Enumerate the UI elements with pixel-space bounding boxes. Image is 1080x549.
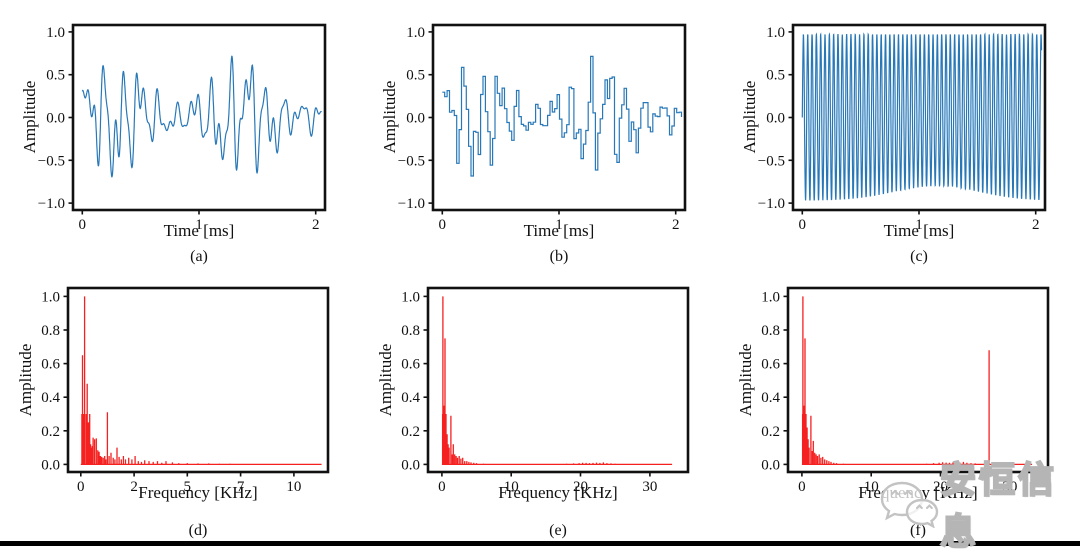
y-axis-label: Amplitude bbox=[736, 343, 755, 417]
x-tick-label: 0 bbox=[79, 217, 87, 233]
x-tick-label: 10 bbox=[504, 479, 519, 495]
x-axis-label: Frequency [KHz] bbox=[498, 483, 618, 502]
axes-frame bbox=[66, 286, 330, 474]
y-tick-label: 0.5 bbox=[406, 68, 425, 84]
x-tick-label: 0 bbox=[77, 479, 85, 495]
y-tick-label: −0.5 bbox=[758, 153, 785, 169]
y-tick-label: 1.0 bbox=[46, 25, 65, 41]
y-tick-label: −1.0 bbox=[758, 196, 785, 212]
plot-b: 0 1 2 1.0 0.5 0.0 −0.5 −1.0 Amplitude Time [ms]… bbox=[360, 0, 720, 270]
y-tick-label: 0.6 bbox=[41, 357, 60, 373]
y-tick-label: 0.0 bbox=[761, 457, 780, 473]
spectrum-series bbox=[801, 296, 1033, 466]
y-tick-label: 0.5 bbox=[46, 68, 65, 84]
y-axis-label: Amplitude bbox=[16, 343, 35, 417]
waveform-series bbox=[801, 32, 1043, 201]
y-tick-label: 0.8 bbox=[41, 323, 60, 339]
y-tick-label: 0.6 bbox=[401, 357, 420, 373]
x-tick-label: 1 bbox=[555, 217, 563, 233]
y-axis-label: Amplitude bbox=[20, 80, 39, 154]
y-tick-label: 0.4 bbox=[41, 390, 60, 406]
x-axis-label: Frequency [KHz] bbox=[858, 483, 978, 502]
y-tick-label: 0.8 bbox=[401, 323, 420, 339]
y-tick-label: 1.0 bbox=[41, 289, 60, 305]
subplot-caption: (b) bbox=[549, 248, 569, 265]
waveform-series bbox=[81, 55, 322, 178]
y-axis-label: Amplitude bbox=[740, 80, 759, 154]
plot-d-canvas: 0 2 5 7 10 1.0 0.8 0.6 0.4 0.2 0.0 bbox=[41, 286, 330, 495]
subplot-caption: (a) bbox=[190, 248, 208, 265]
plot-c: 0 1 2 1.0 0.5 0.0 −0.5 −1.0 Amplitude Time [ms]… bbox=[720, 0, 1080, 270]
x-tick-label: 10 bbox=[864, 479, 879, 495]
plot-e: 0 10 20 30 1.0 0.8 0.6 0.4 0.2 0.0 Amplitude Freq… bbox=[360, 270, 720, 549]
y-tick-label: 0.2 bbox=[41, 424, 60, 440]
subplot-caption: (d) bbox=[188, 522, 208, 539]
y-tick-label: 0.0 bbox=[41, 457, 60, 473]
x-tick-label: 30 bbox=[1002, 479, 1017, 495]
y-tick-label: 0.0 bbox=[401, 457, 420, 473]
x-tick-label: 5 bbox=[184, 479, 192, 495]
x-tick-label: 1 bbox=[195, 217, 203, 233]
y-axis-label: Amplitude bbox=[380, 80, 399, 154]
spectrum-series bbox=[441, 296, 673, 466]
x-tick-label: 20 bbox=[933, 479, 948, 495]
x-axis-label: Time [ms] bbox=[163, 221, 235, 240]
x-tick-label: 2 bbox=[312, 217, 320, 233]
y-tick-label: 0.4 bbox=[401, 390, 420, 406]
axes-frame bbox=[71, 23, 327, 212]
y-tick-label: −1.0 bbox=[398, 196, 425, 212]
x-tick-label: 1 bbox=[915, 217, 923, 233]
y-axis-label: Amplitude bbox=[376, 343, 395, 417]
x-tick-label: 2 bbox=[672, 217, 680, 233]
y-tick-label: −1.0 bbox=[38, 196, 65, 212]
x-tick-label: 2 bbox=[1032, 217, 1040, 233]
x-tick-label: 10 bbox=[286, 479, 301, 495]
plot-e-canvas: 0 10 20 30 1.0 0.8 0.6 0.4 0.2 0.0 bbox=[401, 286, 690, 495]
y-tick-label: 0.5 bbox=[766, 68, 785, 84]
y-tick-label: 0.0 bbox=[406, 111, 425, 127]
x-tick-label: 0 bbox=[798, 479, 806, 495]
plot-c-canvas: 0 1 2 1.0 0.5 0.0 −0.5 −1.0 bbox=[758, 23, 1047, 233]
y-tick-label: −0.5 bbox=[38, 153, 65, 169]
subplot-caption: (f) bbox=[910, 522, 926, 539]
plot-f-canvas: 0 10 20 30 1.0 0.8 0.6 0.4 0.2 0.0 bbox=[761, 286, 1050, 495]
y-tick-label: 0.0 bbox=[46, 111, 65, 127]
subplot-caption: (e) bbox=[549, 522, 567, 539]
y-tick-label: 0.0 bbox=[766, 111, 785, 127]
x-tick-label: 20 bbox=[573, 479, 588, 495]
plot-d: 0 2 5 7 10 1.0 0.8 0.6 0.4 0.2 0.0 Amplitude Frequ… bbox=[0, 270, 360, 549]
axes-frame bbox=[786, 286, 1050, 474]
x-tick-label: 0 bbox=[799, 217, 807, 233]
x-axis-label: Time [ms] bbox=[523, 221, 595, 240]
plot-a: 0 1 2 1.0 0.5 0.0 −0.5 −1.0 Amplitude Time [ms]… bbox=[0, 0, 360, 270]
y-tick-label: 1.0 bbox=[406, 25, 425, 41]
x-tick-label: 0 bbox=[438, 479, 446, 495]
x-tick-label: 30 bbox=[642, 479, 657, 495]
plot-f: 0 10 20 30 1.0 0.8 0.6 0.4 0.2 0.0 Amplitude Freq… bbox=[720, 270, 1080, 549]
x-tick-label: 2 bbox=[130, 479, 138, 495]
x-tick-label: 7 bbox=[237, 479, 245, 495]
y-tick-label: 0.2 bbox=[761, 424, 780, 440]
y-tick-label: 0.4 bbox=[761, 390, 780, 406]
x-tick-label: 0 bbox=[439, 217, 447, 233]
y-tick-label: 0.6 bbox=[761, 357, 780, 373]
y-tick-label: 1.0 bbox=[761, 289, 780, 305]
subplot-caption: (c) bbox=[910, 248, 928, 265]
x-axis-label: Frequency [KHz] bbox=[138, 483, 258, 502]
y-tick-label: 1.0 bbox=[766, 25, 785, 41]
axes-frame bbox=[426, 286, 690, 474]
y-tick-label: −0.5 bbox=[398, 153, 425, 169]
plot-a-canvas: 0 1 2 1.0 0.5 0.0 −0.5 −1.0 bbox=[38, 23, 327, 233]
y-tick-label: 0.2 bbox=[401, 424, 420, 440]
y-tick-label: 0.8 bbox=[761, 323, 780, 339]
x-axis-label: Time [ms] bbox=[883, 221, 955, 240]
spectrum-series bbox=[80, 296, 322, 466]
waveform-series bbox=[442, 55, 683, 177]
bottom-divider-bar bbox=[0, 541, 1080, 546]
y-tick-label: 1.0 bbox=[401, 289, 420, 305]
plot-b-canvas: 0 1 2 1.0 0.5 0.0 −0.5 −1.0 bbox=[398, 23, 687, 233]
